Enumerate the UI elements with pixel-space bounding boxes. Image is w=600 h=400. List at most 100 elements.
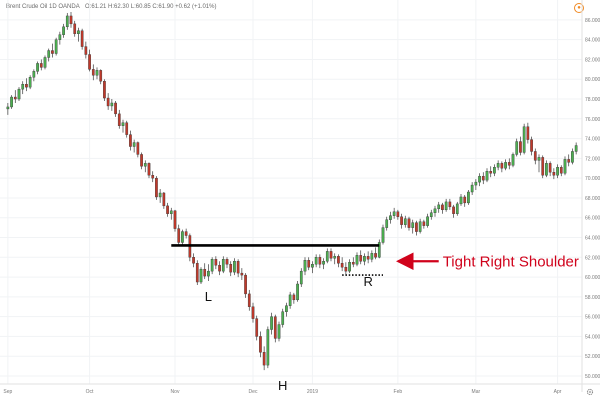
candle-body (459, 196, 463, 205)
candle-body (84, 46, 88, 55)
candle-down (366, 251, 370, 264)
candle-body (563, 159, 567, 174)
candle-up (62, 23, 65, 38)
candle-body (169, 210, 173, 214)
candle-body (195, 263, 199, 283)
candle-up (199, 267, 203, 285)
candle-down (166, 202, 169, 217)
candle-down (463, 194, 467, 207)
candle-body (69, 15, 73, 25)
candle-body (504, 162, 507, 169)
candle-up (169, 207, 173, 220)
candle-body (117, 113, 121, 126)
candle-up (47, 48, 51, 62)
time-axis: SepOctNovDec2019FebMarAprMay (3, 389, 561, 395)
candle-body (348, 262, 351, 272)
price-tick-label: 66.000 (585, 216, 600, 222)
candle-body (225, 259, 229, 265)
candle-body (355, 255, 359, 265)
candle-body (39, 63, 43, 68)
candle-body (236, 261, 240, 274)
candle-down (530, 136, 533, 156)
candle-up (348, 259, 351, 274)
candle-body (571, 151, 574, 163)
candle-body (496, 163, 500, 168)
candle-body (251, 306, 255, 319)
time-tick-label: 2019 (307, 389, 318, 395)
candle-body (259, 336, 262, 353)
candle-body (415, 222, 418, 232)
candle-body (173, 210, 177, 229)
candle-down (507, 158, 511, 170)
candle-down (344, 262, 348, 276)
candle-up (288, 291, 292, 309)
candle-body (91, 69, 95, 76)
candle-body (322, 261, 325, 265)
candle-body (351, 262, 355, 265)
candle-down (244, 273, 247, 298)
candle-down (218, 261, 221, 276)
candle-body (151, 174, 155, 179)
price-tick-label: 72.000 (585, 156, 600, 162)
candle-up (385, 216, 389, 231)
candle-body (262, 352, 266, 366)
candle-body (6, 106, 10, 110)
candle-body (429, 212, 433, 217)
candle-down (259, 331, 262, 358)
price-tick-label: 56.000 (585, 315, 600, 321)
candle-up (389, 211, 392, 224)
time-tick-label: Oct (86, 389, 94, 395)
candle-up (392, 207, 396, 219)
symbol-label: Brent Crude Oil 1D OANDA (6, 4, 80, 10)
candle-body (28, 77, 32, 88)
candle-body (533, 151, 537, 161)
price-tick-label: 76.000 (585, 117, 600, 123)
candle-down (173, 209, 177, 232)
candle-body (314, 257, 318, 265)
candle-up (574, 142, 578, 155)
candle-up (311, 261, 314, 274)
candle-body (559, 167, 563, 174)
candle-body (181, 231, 184, 243)
candle-down (255, 315, 259, 341)
candle-down (80, 28, 84, 50)
candle-down (177, 224, 181, 246)
candle-up (381, 224, 385, 245)
candle-body (203, 268, 207, 277)
time-tick-label: Nov (171, 389, 180, 395)
candle-up (355, 252, 359, 267)
candle-down (84, 41, 88, 59)
candle-body (162, 192, 166, 207)
candle-up (571, 148, 574, 165)
candle-down (359, 250, 363, 265)
candle-body (184, 231, 188, 236)
candle-body (80, 30, 84, 47)
candle-body (95, 70, 99, 76)
candle-up (333, 253, 337, 265)
price-axis: 86.000 84.000 82.000 80.000 78.000 76.000 74.0… (585, 18, 600, 380)
candle-body (452, 206, 455, 214)
time-tick-label: Feb (394, 389, 403, 395)
candle-body (381, 227, 385, 243)
price-tick-label: 74.000 (585, 137, 600, 143)
candle-body (515, 141, 519, 155)
candle-up (65, 12, 69, 30)
candles (6, 11, 578, 371)
candle-up (158, 189, 162, 203)
candle-up (58, 31, 62, 45)
candle-up (28, 75, 32, 90)
candle-body (244, 274, 247, 295)
candle-body (340, 263, 344, 268)
candle-down (318, 254, 322, 269)
candle-down (13, 90, 17, 103)
candle-up (426, 213, 429, 228)
candle-body (36, 63, 39, 72)
pattern-overlays: L H R Tight Right Shoulder (171, 244, 579, 393)
candle-body (255, 318, 259, 337)
candle-down (273, 314, 277, 343)
candle-body (62, 26, 65, 35)
candle-body (285, 305, 288, 312)
candle-body (240, 272, 244, 276)
settings-gear-icon[interactable] (586, 388, 594, 396)
